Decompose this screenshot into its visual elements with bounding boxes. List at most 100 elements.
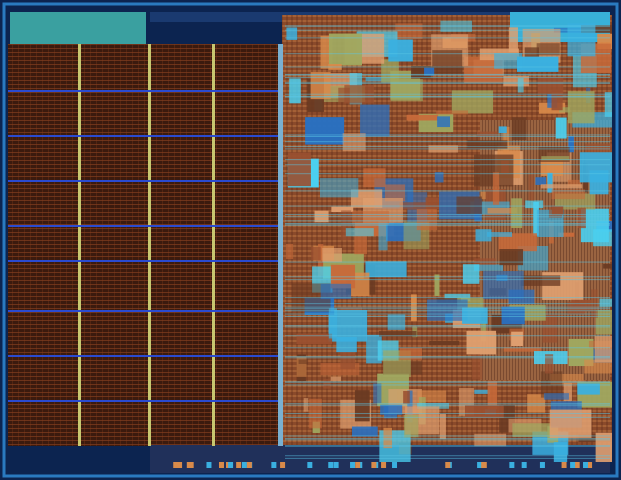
- wire: [285, 384, 610, 386]
- pad: [328, 462, 334, 468]
- logic-block: [577, 383, 600, 395]
- wire: [285, 205, 610, 207]
- logic-block: [503, 76, 529, 87]
- cache-bus: [8, 355, 280, 357]
- wire: [285, 261, 610, 263]
- logic-block: [567, 23, 596, 57]
- logic-block: [390, 79, 423, 102]
- logic-block: [383, 427, 392, 449]
- logic-block: [568, 136, 574, 153]
- wire: [285, 93, 610, 95]
- logic-block: [547, 172, 553, 193]
- logic-block: [416, 209, 438, 231]
- wire: [285, 190, 610, 192]
- pad: [218, 462, 224, 468]
- wire: [285, 159, 610, 161]
- wire: [285, 223, 610, 225]
- logic-block: [323, 378, 331, 389]
- logic-block: [403, 390, 410, 404]
- pad: [481, 462, 487, 468]
- pad: [307, 462, 313, 468]
- wire: [285, 297, 610, 299]
- logic-block: [360, 104, 390, 137]
- pad: [381, 462, 387, 468]
- pad: [570, 462, 576, 468]
- logic-block: [473, 264, 504, 271]
- wire: [285, 66, 610, 68]
- wire: [285, 73, 610, 75]
- logic-block: [320, 283, 352, 300]
- logic-block: [498, 233, 537, 252]
- logic-block: [594, 335, 612, 363]
- wire: [285, 216, 610, 218]
- wire: [285, 136, 610, 138]
- logic-block: [533, 201, 539, 236]
- logic-block: [480, 191, 486, 200]
- logic-block: [511, 331, 523, 347]
- logic-block: [571, 299, 592, 312]
- wire: [285, 356, 610, 358]
- wire: [285, 96, 610, 98]
- logic-block: [462, 307, 488, 324]
- logic-block: [545, 354, 554, 374]
- wire: [285, 306, 610, 308]
- wire: [285, 457, 610, 459]
- logic-block: [595, 432, 612, 462]
- logic-block: [437, 116, 451, 128]
- wire: [285, 134, 610, 136]
- pad: [371, 462, 377, 468]
- cache-divider: [212, 44, 215, 446]
- logic-block: [404, 414, 419, 438]
- wire: [285, 279, 610, 281]
- logic-block: [365, 77, 395, 82]
- logic-block: [499, 249, 524, 266]
- wire: [285, 313, 610, 315]
- wire: [285, 74, 610, 76]
- cache-bus: [8, 400, 280, 402]
- logic-block: [305, 117, 345, 145]
- pad: [445, 462, 451, 468]
- texture: [8, 20, 612, 468]
- logic-block: [466, 330, 497, 355]
- wire: [285, 164, 610, 166]
- logic-block: [296, 333, 333, 345]
- logic-block: [330, 376, 342, 381]
- logic-block: [548, 207, 563, 218]
- pad: [246, 462, 252, 468]
- pad: [271, 462, 277, 468]
- logic-block: [378, 331, 417, 337]
- logic-block: [517, 56, 559, 72]
- logic-block: [351, 426, 378, 437]
- logic-block: [483, 271, 524, 300]
- pad: [509, 462, 515, 468]
- top-strip: [10, 12, 146, 44]
- pad: [574, 462, 580, 468]
- pad: [228, 462, 234, 468]
- logic-block: [417, 390, 447, 403]
- logic-block: [559, 107, 570, 113]
- logic-block: [336, 337, 357, 353]
- logic-block: [537, 77, 564, 94]
- wire: [285, 435, 610, 437]
- pad: [350, 462, 356, 468]
- logic-block: [456, 196, 482, 214]
- logic-block: [593, 229, 612, 247]
- logic-block: [541, 157, 564, 176]
- pad: [177, 462, 183, 468]
- logic-block: [494, 53, 523, 69]
- logic-block: [331, 206, 354, 213]
- logic-block: [577, 207, 586, 229]
- logic-block: [310, 72, 331, 100]
- logic-block: [599, 298, 612, 307]
- logic-block: [580, 25, 612, 33]
- pad: [587, 462, 593, 468]
- cache-bus: [8, 260, 280, 262]
- logic-block: [399, 347, 422, 360]
- logic-block: [320, 35, 333, 69]
- logic-block: [476, 131, 498, 137]
- logic-block: [536, 43, 560, 56]
- wire: [285, 381, 610, 383]
- wire: [285, 25, 610, 27]
